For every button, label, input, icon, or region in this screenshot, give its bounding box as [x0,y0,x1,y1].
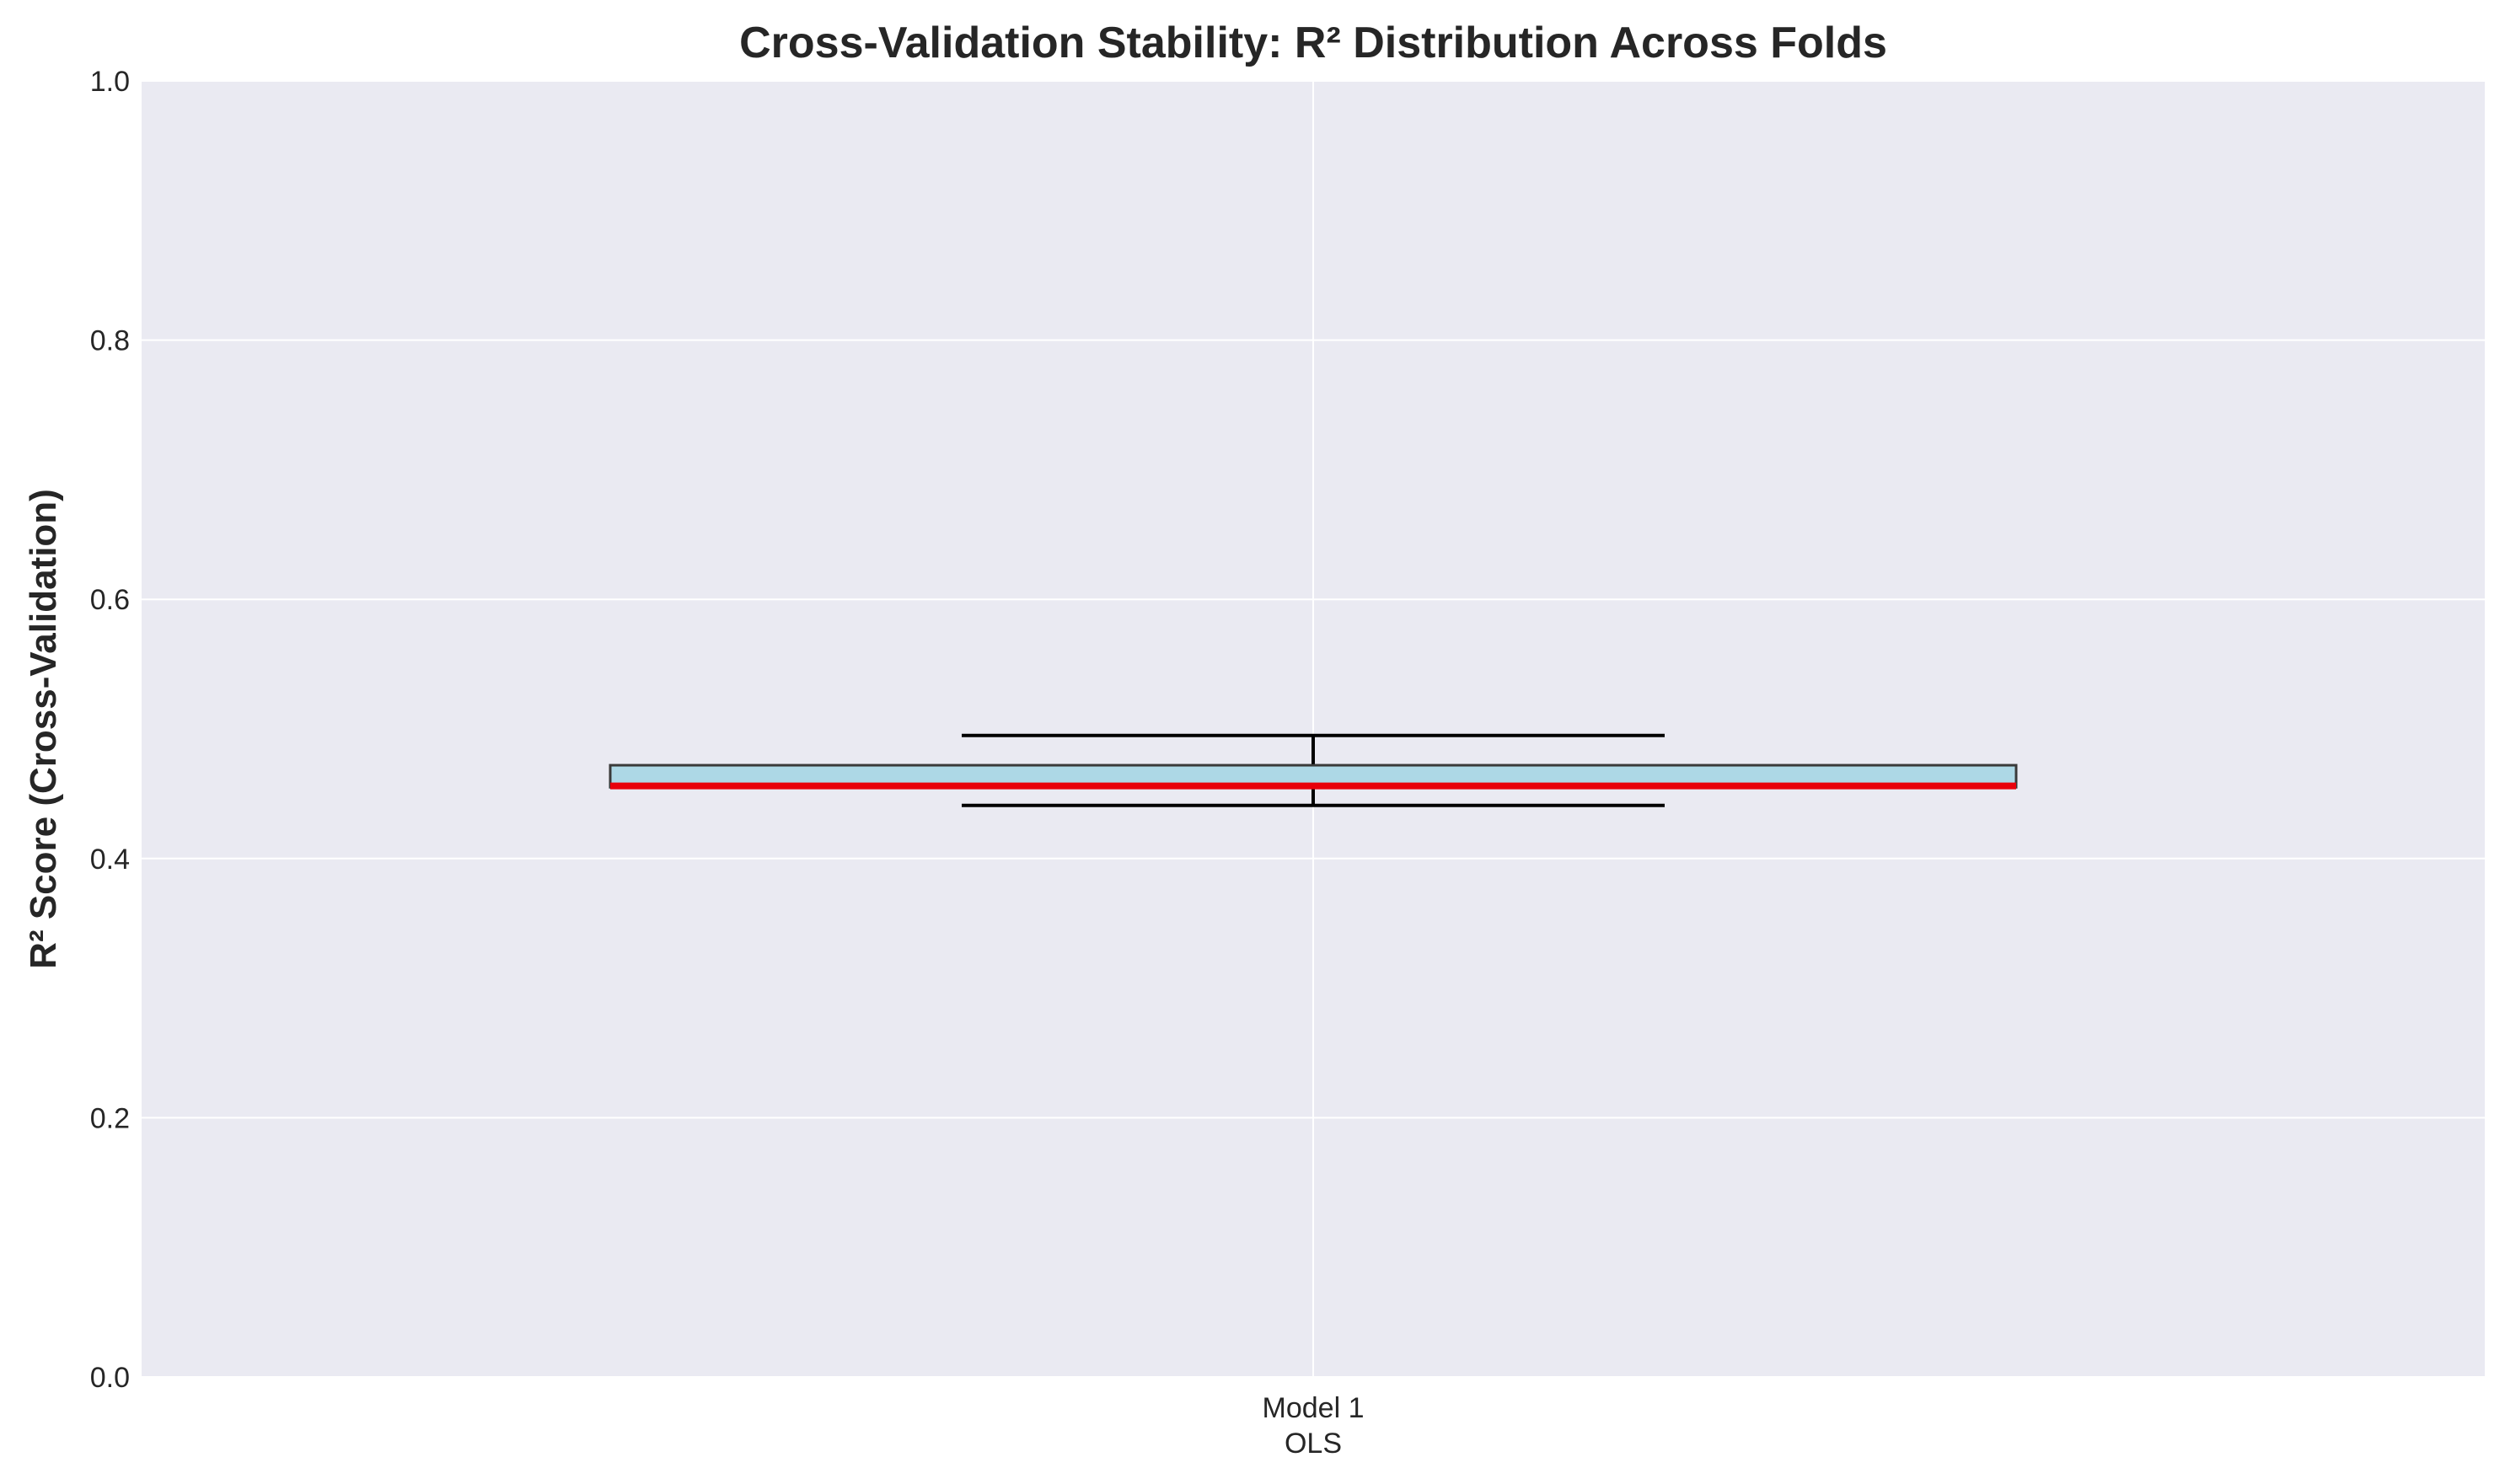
x-tick-label-line: OLS [1285,1428,1342,1460]
y-tick-label: 0.6 [90,584,130,616]
y-axis-label: R² Score (Cross-Validation) [23,489,64,969]
box-plot [609,733,2018,807]
x-tick-label-line: Model 1 [1263,1392,1365,1424]
grid-lines [142,80,2485,1378]
y-tick-label: 1.0 [90,66,130,98]
y-axis-ticks: 0.0 0.2 0.4 0.6 0.8 1.0 [90,66,130,1394]
x-tick-label: Model 1 OLS [1263,1392,1365,1460]
chart-title: Cross-Validation Stability: R² Distribut… [739,19,1887,67]
y-tick-label: 0.0 [90,1362,130,1394]
y-tick-label: 0.8 [90,325,130,357]
x-axis-ticks: Model 1 OLS [1263,1392,1365,1460]
y-tick-label: 0.4 [90,844,130,876]
y-tick-label: 0.2 [90,1102,130,1134]
